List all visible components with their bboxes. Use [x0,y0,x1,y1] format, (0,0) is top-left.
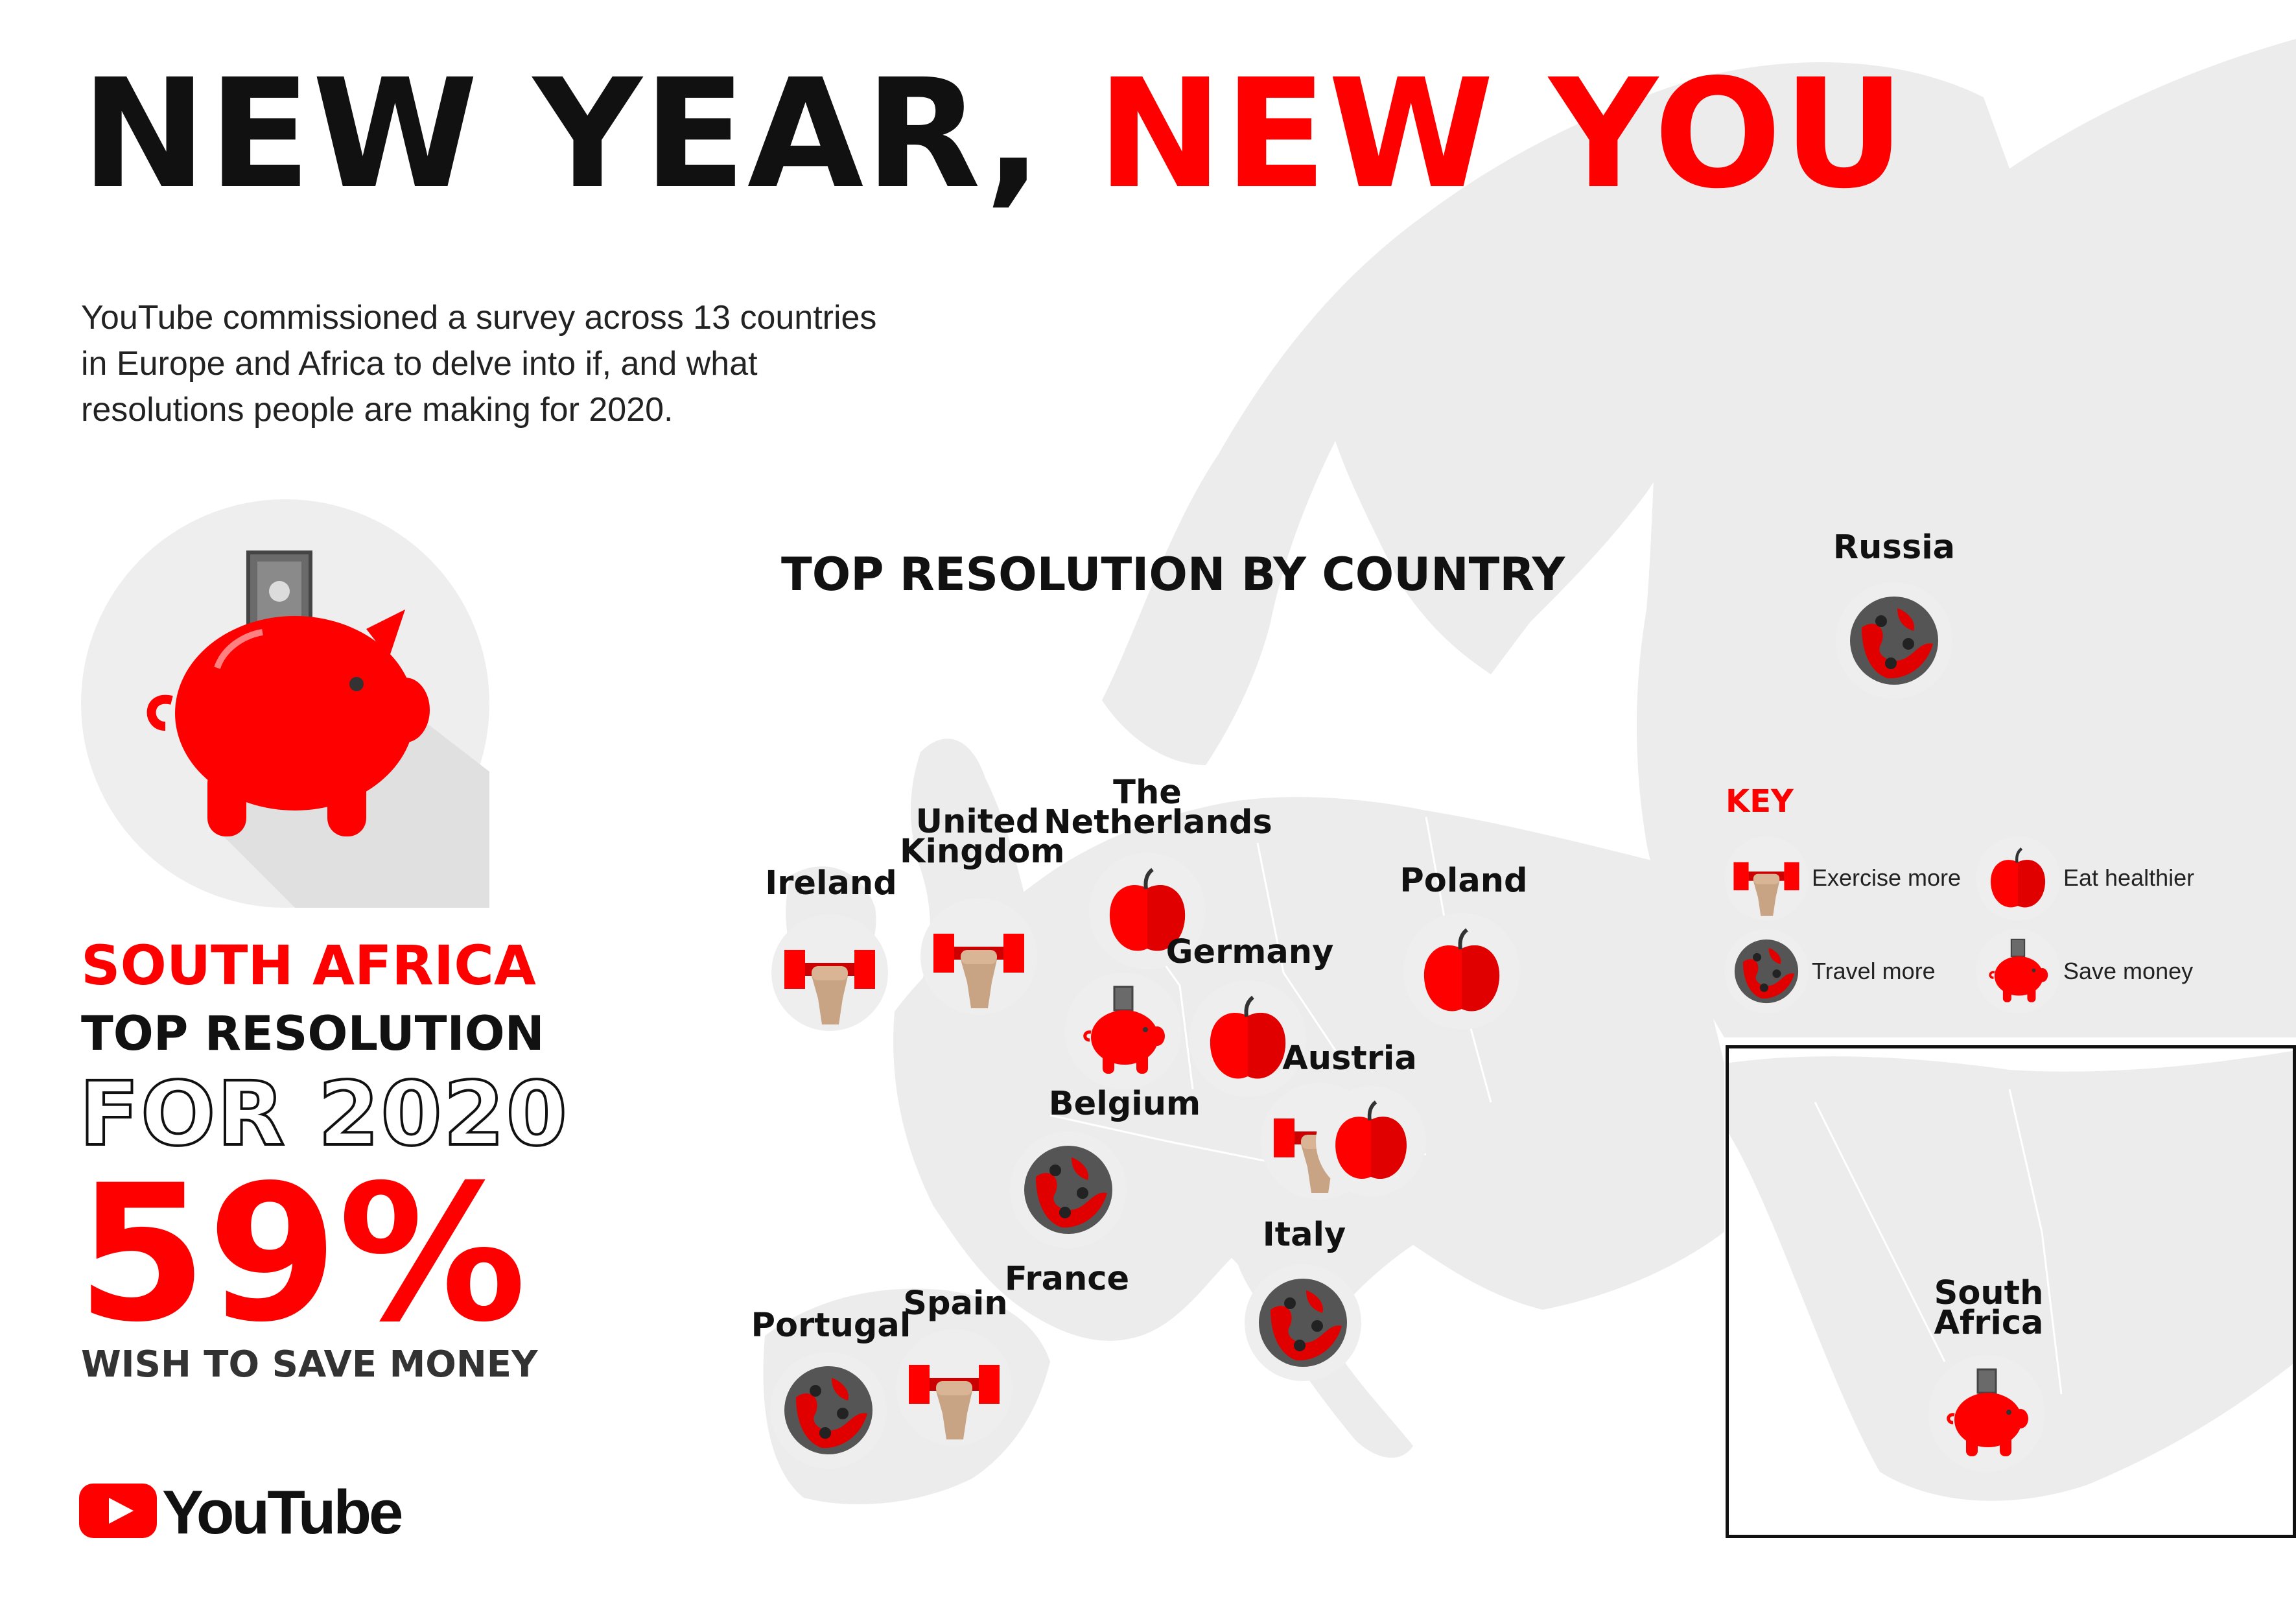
feature-top-resolution: TOP RESOLUTION [81,1006,545,1061]
key-label: Exercise more [1812,864,1962,891]
country-label-belgium: Belgium [1048,1085,1201,1123]
country-label-spain: Spain [903,1284,1008,1323]
intro-paragraph: YouTube commissioned a survey across 13 … [81,295,924,433]
country-label-portugal: Portugal [751,1307,911,1345]
dumbbell-icon[interactable] [771,914,888,1031]
key-label: Travel more [1812,958,1936,984]
apple-icon [1976,836,2060,921]
africa-inset-frame [1726,1045,2296,1538]
country-label-united-kingdom: United Kingdom [900,803,1065,871]
piggy-bank-icon[interactable] [1928,1355,2045,1472]
feature-wish: WISH TO SAVE MONEY [81,1343,538,1386]
apple-icon[interactable] [1403,913,1520,1030]
country-label-ireland: Ireland [765,864,897,903]
dumbbell-icon[interactable] [896,1329,1013,1446]
globe-icon [1724,929,1809,1013]
globe-icon[interactable] [770,1352,887,1469]
country-label-germany: Germany [1166,933,1334,971]
key-label: Eat healthier [2063,864,2195,891]
dumbbell-icon [1724,836,1809,921]
country-label-italy: Italy [1262,1216,1346,1254]
country-label-russia: Russia [1833,528,1956,567]
title-part-red: NEW YOU [1097,47,1906,222]
page-title: NEW YEAR, NEW YOU [81,51,1906,217]
youtube-play-icon[interactable] [79,1484,157,1538]
intro-line: YouTube commissioned a survey across 13 … [81,299,877,337]
piggy-bank-icon [1976,929,2060,1013]
apple-icon[interactable] [1316,1086,1426,1196]
dumbbell-icon[interactable] [920,898,1037,1015]
map-title: TOP RESOLUTION BY COUNTRY [781,548,1565,601]
globe-icon[interactable] [1010,1131,1127,1248]
key-label: Save money [2063,958,2194,984]
globe-icon[interactable] [1836,582,1952,699]
feature-year: FOR 2020 [78,1062,569,1167]
piggy-bank-icon [81,499,489,908]
apple-icon[interactable] [1189,980,1306,1097]
country-label-poland: Poland [1400,862,1528,900]
country-label-austria: Austria [1282,1039,1417,1078]
piggy-bank-icon[interactable] [1065,973,1182,1089]
youtube-logo-text[interactable]: YouTube [162,1478,403,1547]
globe-icon[interactable] [1245,1264,1361,1381]
country-label-netherlands: The Netherlands [1044,774,1272,842]
country-label-south-africa: South Africa [1934,1274,2044,1342]
title-part-black: NEW YEAR, [81,47,1044,222]
feature-percent: 59% [76,1145,527,1364]
feature-country: SOUTH AFRICA [81,934,536,997]
intro-line: in Europe and Africa to delve into if, a… [81,345,758,383]
key-title: KEY [1726,783,1794,820]
country-label-france: France [1004,1260,1130,1298]
intro-line: resolutions people are making for 2020. [81,391,674,429]
